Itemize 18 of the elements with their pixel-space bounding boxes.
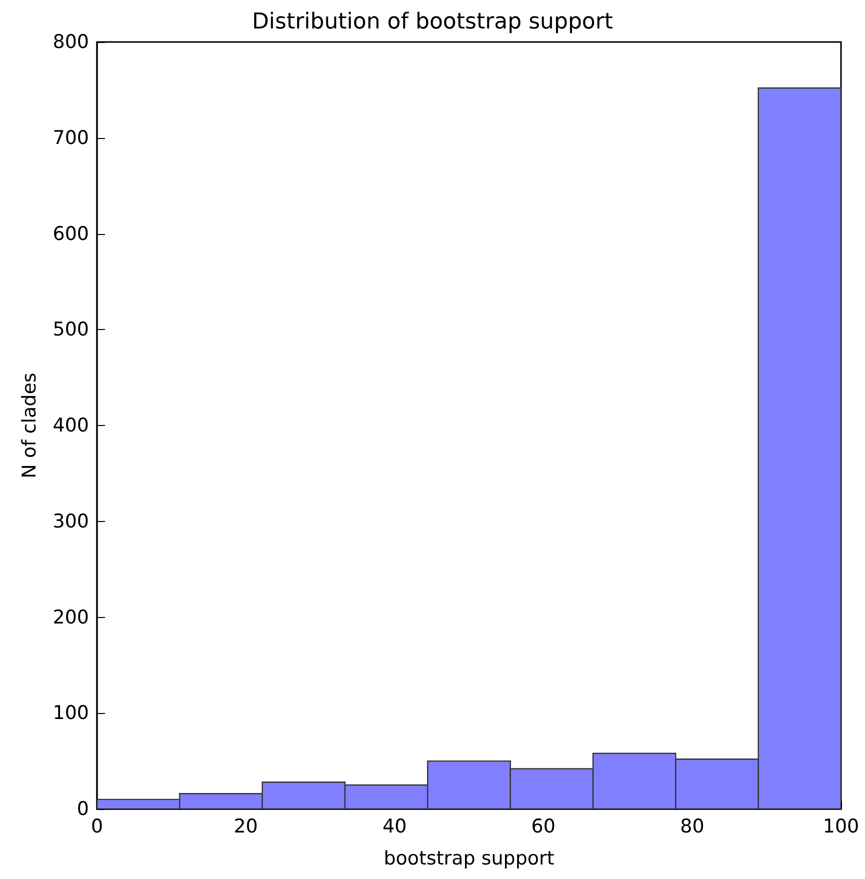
- x-axis-title: bootstrap support: [384, 848, 554, 870]
- chart-title: Distribution of bootstrap support: [252, 10, 614, 34]
- x-tick-label: 80: [680, 816, 704, 838]
- y-tick-label: 700: [52, 126, 89, 149]
- y-tick-label: 0: [76, 798, 89, 820]
- y-tick-label: 500: [52, 318, 89, 341]
- x-tick-label: 20: [234, 816, 258, 838]
- x-tick-label: 40: [382, 816, 407, 838]
- y-tick-label: 800: [52, 31, 89, 53]
- x-tick-label: 60: [531, 816, 556, 838]
- x-tick-label: 100: [822, 816, 860, 838]
- y-tick-label: 400: [52, 414, 89, 436]
- y-tick-label: 200: [52, 606, 89, 628]
- y-axis-title: N of clades: [18, 372, 40, 478]
- x-tick-label: 0: [90, 816, 104, 838]
- y-tick-label: 100: [52, 702, 89, 724]
- y-tick-label: 600: [52, 222, 89, 245]
- y-tick-label: 300: [52, 510, 89, 532]
